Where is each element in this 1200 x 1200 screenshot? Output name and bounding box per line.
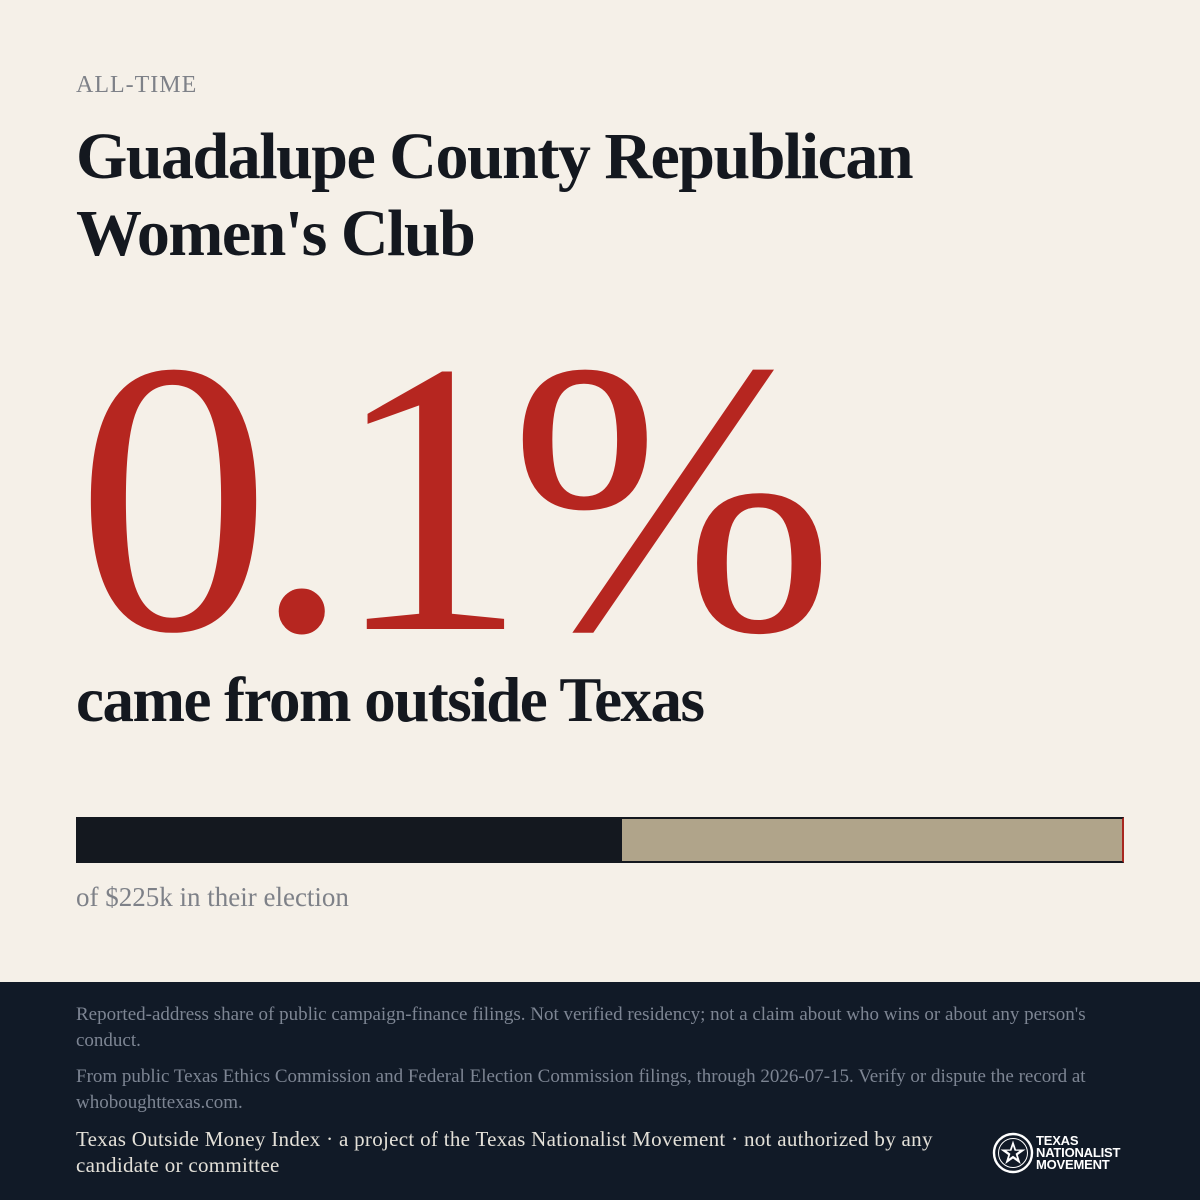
total-amount-label: of $225k in their election: [76, 882, 349, 912]
share-bar-fill: [78, 819, 622, 861]
outside-share-caption: came from outside Texas: [76, 665, 705, 735]
outside-share-value: 0.1%: [76, 282, 834, 714]
credit-line: Texas Outside Money Index · a project of…: [76, 1127, 933, 1177]
star-seal-icon: [992, 1132, 1034, 1174]
logo-line-2: NATIONALIST: [1036, 1145, 1121, 1160]
disclaimer-text: Reported-address share of public campaig…: [76, 1004, 1086, 1051]
logo-line-3: MOVEMENT: [1036, 1157, 1110, 1172]
source-note: From public Texas Ethics Commission and …: [76, 1066, 1086, 1113]
tnm-logo: TEXAS NATIONALIST MOVEMENT: [992, 1130, 1132, 1176]
logo-line-1: TEXAS: [1036, 1133, 1079, 1148]
committee-title: Guadalupe County Republican Women's Club: [76, 120, 914, 270]
tnm-logo-wordmark: TEXAS NATIONALIST MOVEMENT: [1036, 1133, 1121, 1172]
share-bar: [76, 817, 1124, 863]
footer: Reported-address share of public campaig…: [0, 982, 1200, 1200]
time-range-label: ALL-TIME: [76, 72, 198, 98]
